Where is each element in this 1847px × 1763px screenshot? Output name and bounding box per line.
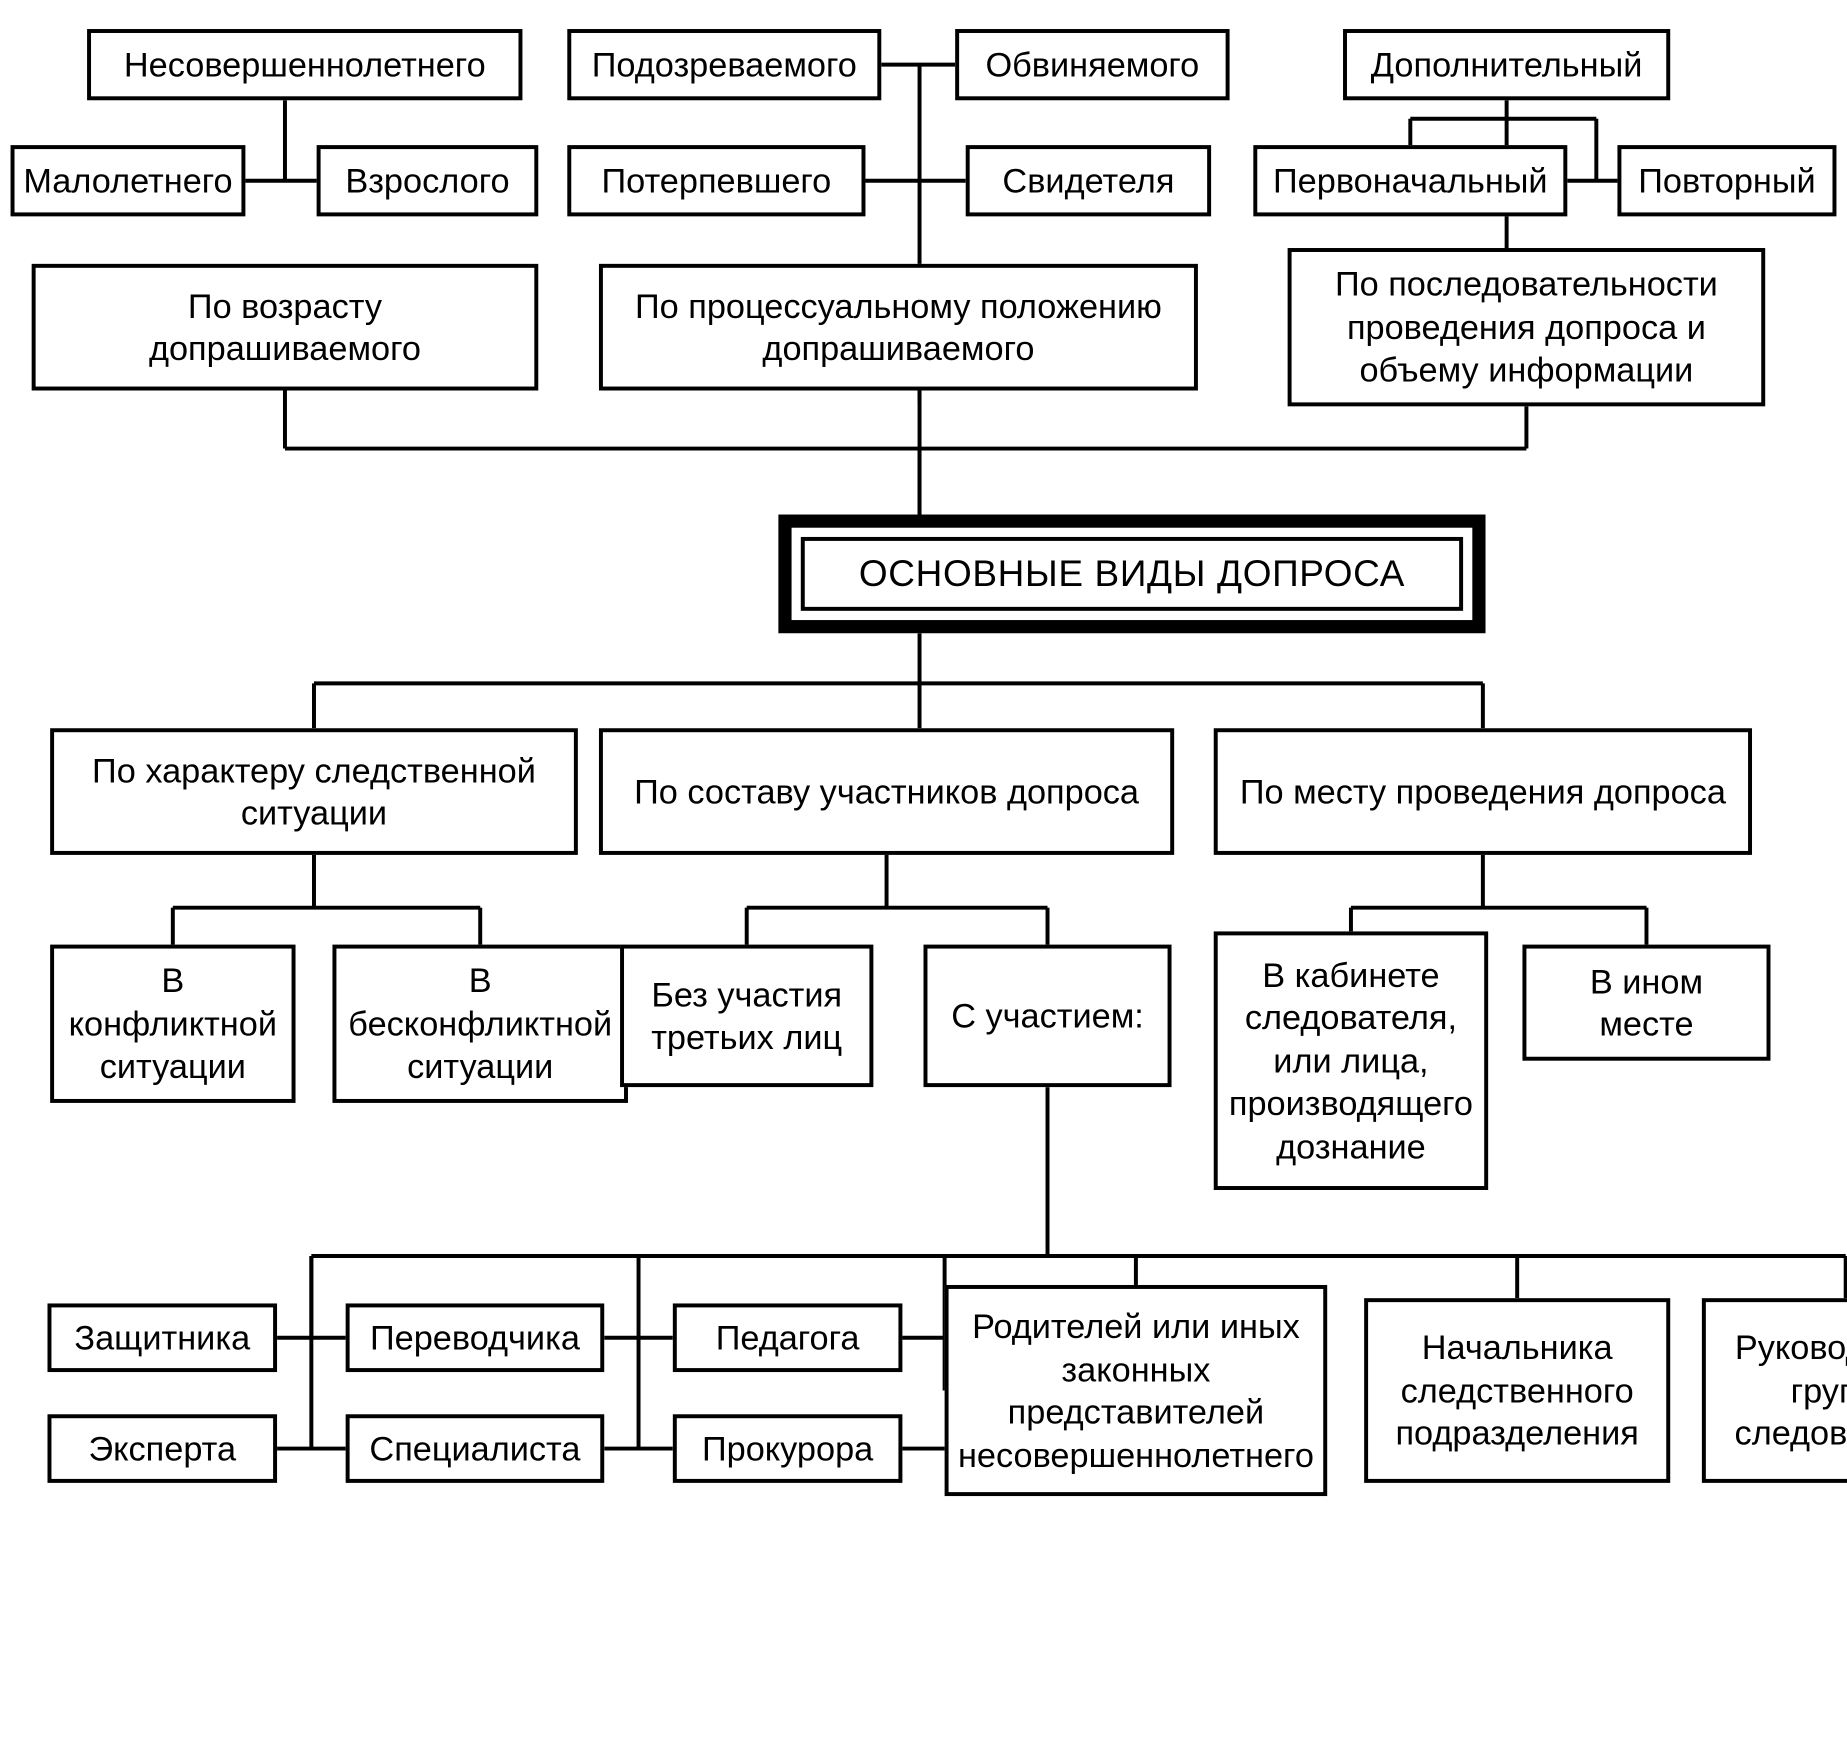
node-other: В ином месте [1522,945,1770,1061]
node-parents: Родителей или иных законных представител… [945,1285,1328,1496]
label: ОСНОВНЫЕ ВИДЫ ДОПРОСА [801,537,1463,611]
label: Первоначальный [1273,159,1548,202]
label: Свидетеля [1002,159,1174,202]
label: Специалиста [369,1427,580,1470]
node-accused: Обвиняемого [955,29,1229,100]
label: Без участия третьих лиц [637,973,856,1059]
label: Защитника [74,1316,250,1359]
node-comp: По составу участников допроса [599,728,1174,855]
label: Дополнительный [1371,43,1643,86]
node-initial: Первоначальный [1253,145,1567,216]
label: Повторный [1638,159,1815,202]
node-center: ОСНОВНЫЕ ВИДЫ ДОПРОСА [778,515,1485,634]
node-age: По возрасту допрашиваемого [32,264,539,391]
node-conf: В конфликтной ситуации [50,945,295,1103]
label: По характеру следственной ситуации [67,749,560,835]
label: По возрасту допрашиваемого [49,284,521,370]
node-additional: Дополнительный [1343,29,1670,100]
node-victim: Потерпевшего [567,145,865,216]
label: В ином месте [1540,960,1754,1046]
label: Переводчика [370,1316,580,1359]
node-seq: По последовательности проведения допроса… [1288,248,1766,406]
node-def: Защитника [47,1303,277,1372]
label: По последовательности проведения допроса… [1305,263,1748,392]
diagram-canvas: Несовершеннолетнего Малолетнего Взрослог… [0,0,1847,1336]
node-child: Малолетнего [11,145,246,216]
label: По составу участников допроса [634,770,1139,813]
label: В конфликтной ситуации [67,959,278,1088]
label: В бесконфликтной ситуации [348,959,612,1088]
node-ped: Педагога [673,1303,903,1372]
label: Начальника следственного подразделения [1381,1326,1653,1455]
node-repeat: Повторный [1617,145,1836,216]
label: Обвиняемого [985,43,1199,86]
label: Руководителя группы следователей [1719,1326,1847,1455]
label: Педагога [716,1316,860,1359]
node-place: По месту проведения допроса [1214,728,1752,855]
label: Несовершеннолетнего [124,43,486,86]
node-lead: Руководителя группы следователей [1702,1298,1847,1483]
node-proc: По процессуальному положению допрашиваем… [599,264,1198,391]
node-witness: Свидетеля [966,145,1211,216]
node-noconf: В бесконфликтной ситуации [332,945,628,1103]
label: По месту проведения допроса [1240,770,1726,813]
label: Малолетнего [23,159,232,202]
node-exp: Эксперта [47,1414,277,1483]
node-char: По характеру следственной ситуации [50,728,578,855]
node-adult: Взрослого [317,145,539,216]
label: Прокурора [702,1427,873,1470]
label: Эксперта [88,1427,236,1470]
label: В кабинете следователя, или лица, произв… [1229,954,1473,1168]
node-trans: Переводчика [346,1303,605,1372]
label: По процессуальному положению допрашиваем… [616,284,1181,370]
node-chief: Начальника следственного подразделения [1364,1298,1670,1483]
label: С участием: [951,994,1144,1037]
label: Потерпевшего [601,159,831,202]
node-cabinet: В кабинете следователя, или лица, произв… [1214,931,1488,1190]
label: Подозреваемого [592,43,857,86]
node-suspect: Подозреваемого [567,29,881,100]
node-pros: Прокурора [673,1414,903,1483]
node-spec: Специалиста [346,1414,605,1483]
node-without: Без участия третьих лиц [620,945,873,1087]
node-minor: Несовершеннолетнего [87,29,522,100]
node-with: С участием: [924,945,1172,1087]
label: Родителей или иных законных представител… [958,1305,1314,1477]
label: Взрослого [345,159,509,202]
